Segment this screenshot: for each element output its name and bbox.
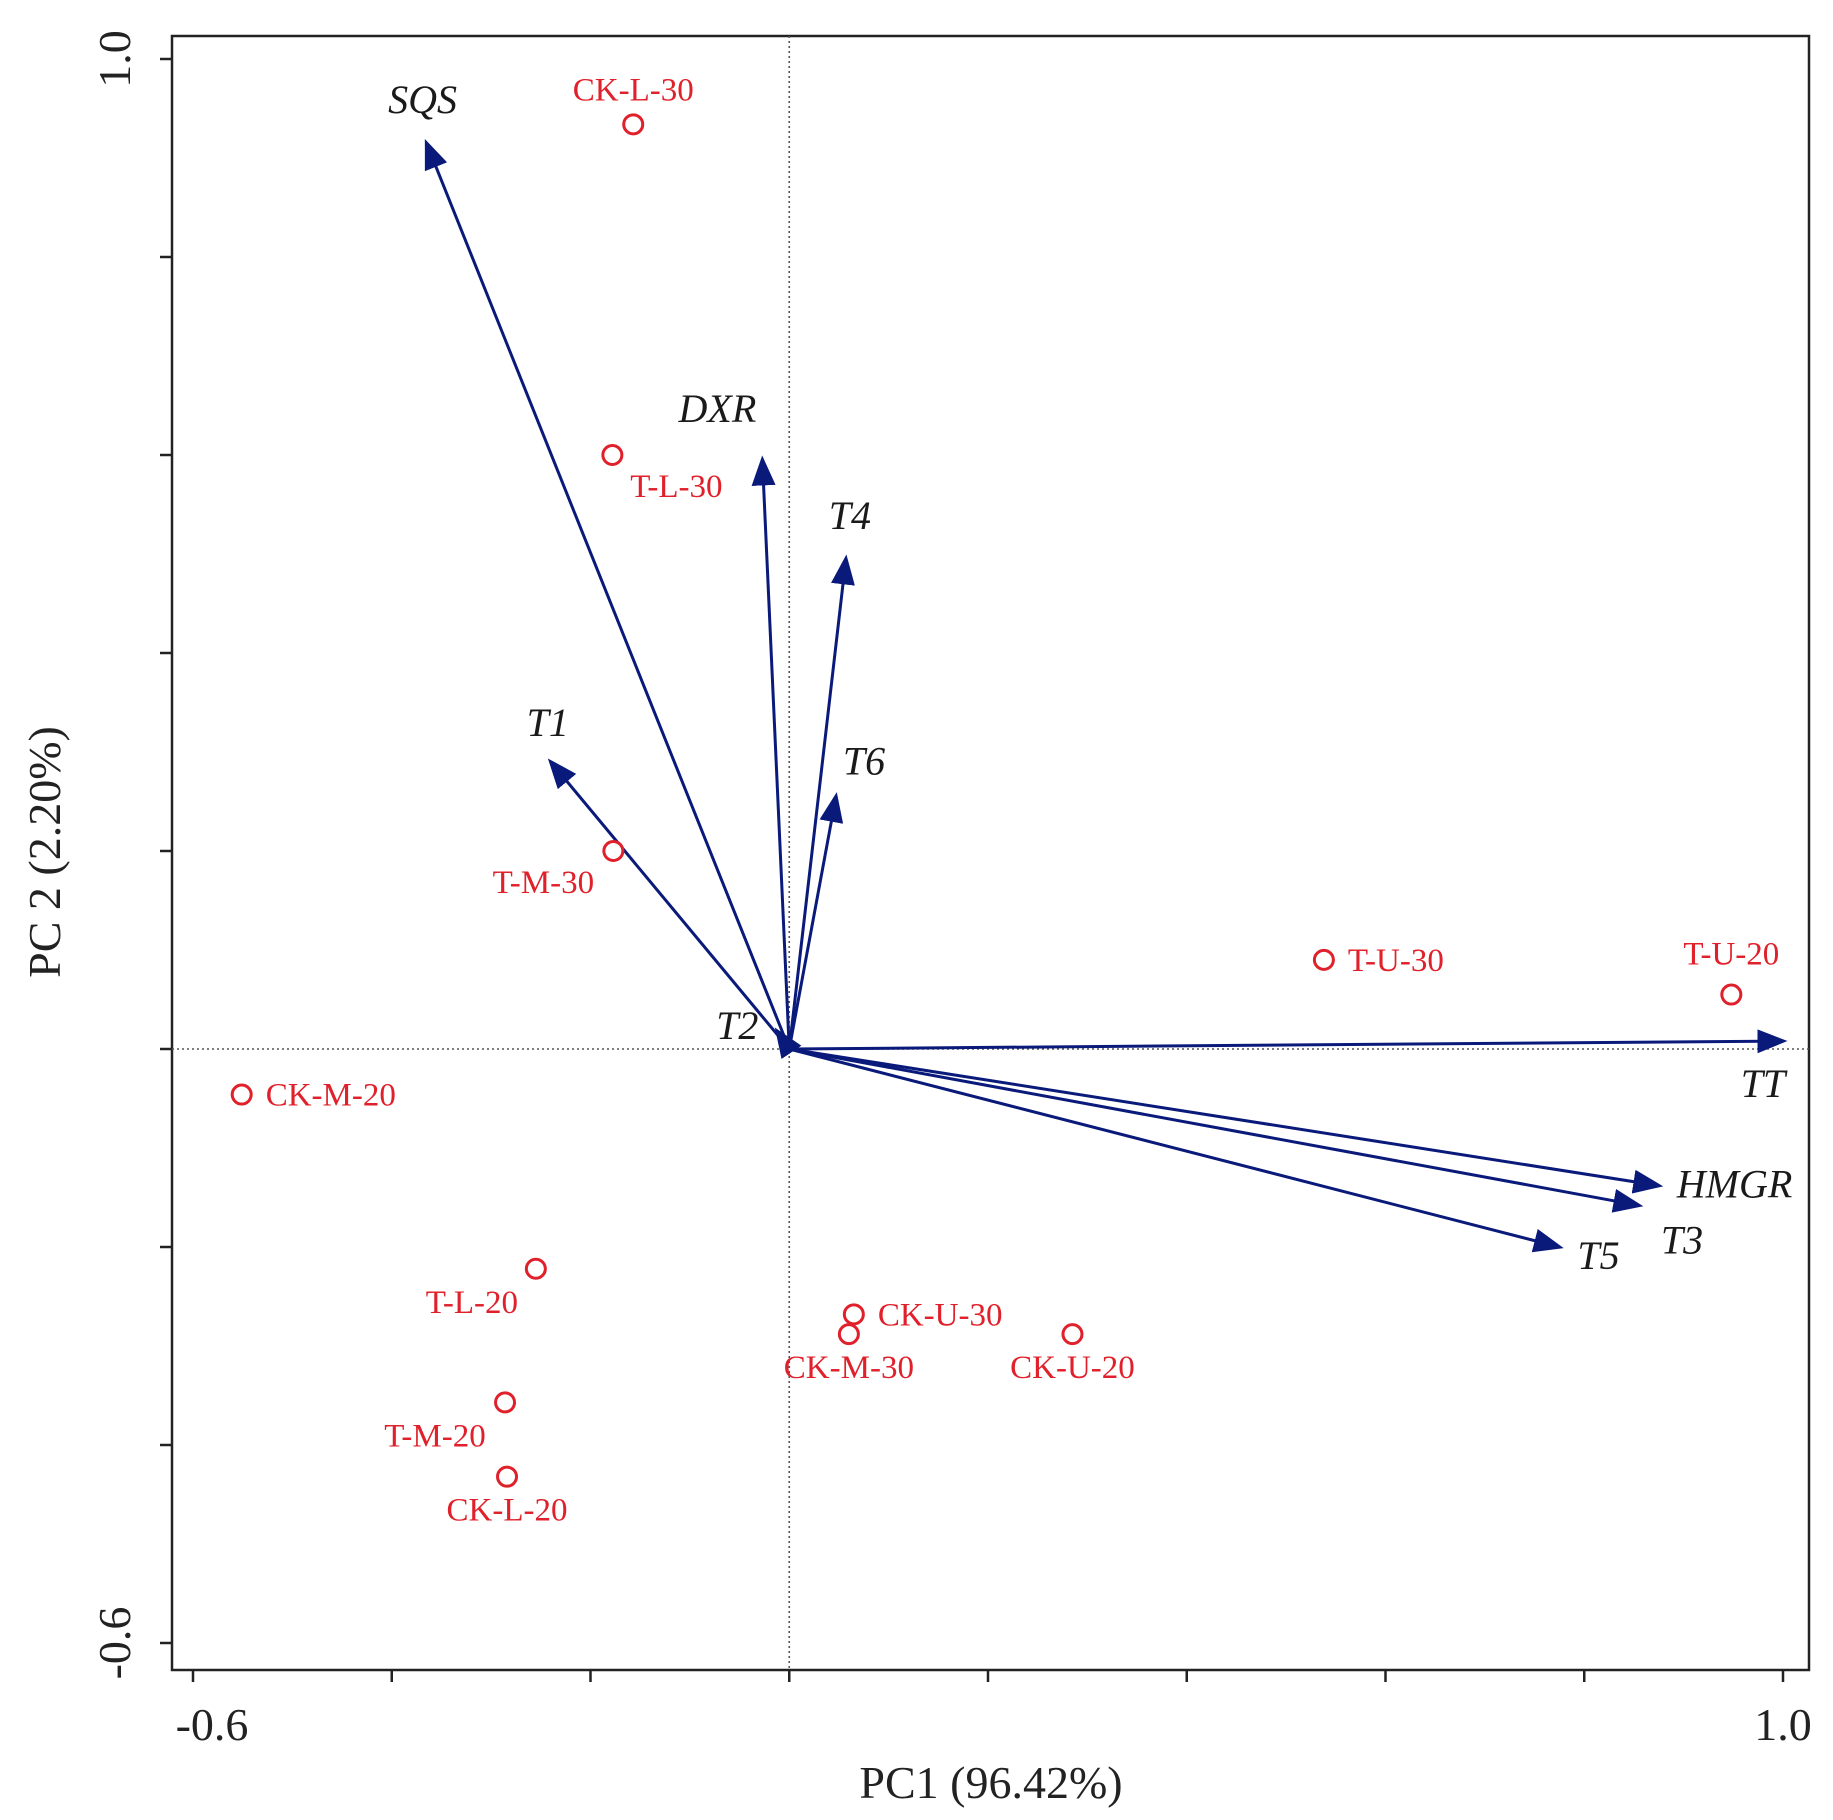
- sample-point-ck-m-30: [837, 1323, 860, 1346]
- y-tick-label-min: -0.6: [89, 1607, 140, 1680]
- sample-label-ck-l-20: CK-L-20: [447, 1493, 568, 1529]
- sample-points: CK-L-30 T-L-30 T-M-30 T-U-30 T-U-20 CK-M-20 T-…: [230, 72, 1779, 1529]
- vector-label-t3: T3: [1661, 1217, 1703, 1262]
- vector-hmgr: [789, 1047, 1664, 1194]
- sample-point-ck-l-30: [622, 113, 645, 136]
- loading-vectors: SQS DXR T4 T1 T6 T2 TT HMGR T3 T5: [388, 77, 1792, 1278]
- vector-label-dxr: DXR: [678, 386, 757, 431]
- x-tick-label-max: 1.0: [1754, 1699, 1812, 1750]
- sample-label-t-m-30: T-M-30: [493, 865, 594, 901]
- sample-label-ck-l-30: CK-L-30: [573, 72, 694, 108]
- vector-t2: [774, 1027, 802, 1060]
- reference-lines: [172, 36, 1809, 1670]
- vector-dxr: [751, 455, 791, 1050]
- sample-point-t-l-30: [601, 444, 624, 466]
- sample-point-t-m-20: [494, 1391, 517, 1414]
- vector-label-t5: T5: [1577, 1233, 1619, 1278]
- sample-point-ck-m-20: [230, 1083, 253, 1106]
- vector-t3: [788, 1047, 1644, 1213]
- sample-label-t-u-20: T-U-20: [1683, 937, 1779, 973]
- x-axis-title: PC1 (96.42%): [859, 1757, 1122, 1808]
- vector-label-hmgr: HMGR: [1676, 1162, 1793, 1207]
- vector-label-tt: TT: [1741, 1061, 1788, 1106]
- vector-label-sqs: SQS: [388, 77, 457, 122]
- vector-t1: [547, 758, 791, 1050]
- sample-point-t-l-20: [524, 1257, 547, 1280]
- vector-label-t6: T6: [843, 739, 885, 784]
- plot-frame: [170, 34, 1811, 1672]
- vector-t4: [787, 554, 855, 1050]
- sample-point-ck-u-30: [842, 1303, 865, 1326]
- sample-label-ck-u-20: CK-U-20: [1010, 1350, 1135, 1386]
- sample-point-ck-l-20: [496, 1465, 519, 1488]
- vector-sqs: [424, 138, 791, 1050]
- vector-label-t4: T4: [829, 493, 871, 538]
- vector-t6: [787, 792, 844, 1050]
- vector-tt: [789, 1029, 1788, 1054]
- sample-label-ck-m-20: CK-M-20: [266, 1078, 396, 1114]
- x-tick-label-min: -0.6: [176, 1699, 249, 1750]
- sample-label-t-u-30: T-U-30: [1348, 943, 1444, 979]
- sample-point-t-u-20: [1720, 983, 1743, 1006]
- sample-point-ck-u-20: [1061, 1323, 1084, 1346]
- vector-label-t1: T1: [527, 700, 569, 745]
- sample-label-t-m-20: T-M-20: [384, 1418, 485, 1454]
- sample-label-ck-u-30: CK-U-30: [878, 1297, 1003, 1333]
- sample-point-t-m-30: [602, 840, 625, 862]
- y-tick-label-max: 1.0: [89, 30, 140, 88]
- sample-label-t-l-30: T-L-30: [630, 469, 722, 505]
- y-axis-title: PC 2 (2.20%): [19, 726, 70, 978]
- sample-label-ck-m-30: CK-M-30: [784, 1350, 914, 1386]
- vector-label-t2: T2: [716, 1003, 758, 1048]
- sample-label-t-l-20: T-L-20: [426, 1285, 518, 1321]
- tick-marks: [160, 57, 1785, 1682]
- vector-t5: [788, 1047, 1564, 1253]
- sample-point-t-u-30: [1312, 948, 1335, 971]
